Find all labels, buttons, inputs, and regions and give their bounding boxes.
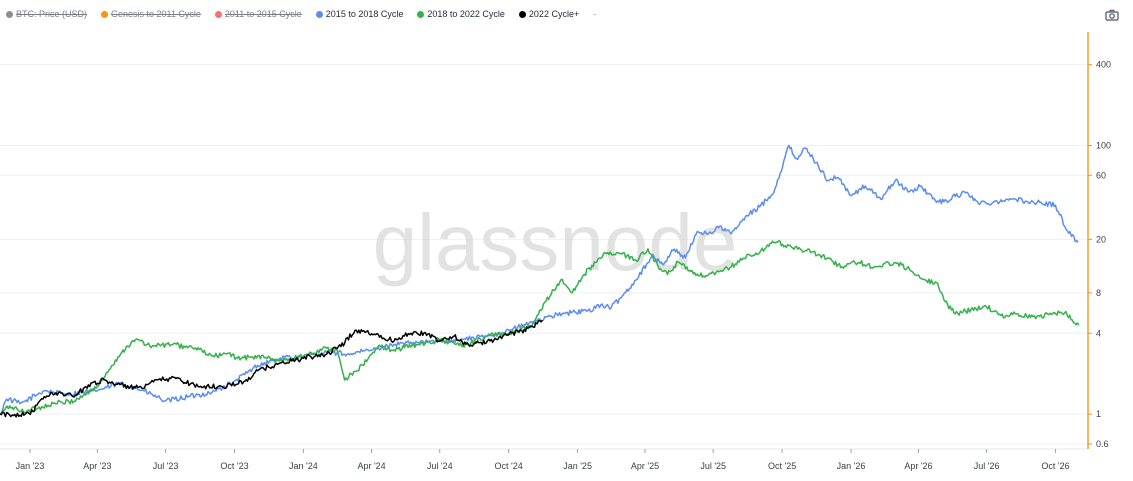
x-axis: Jan '23 Apr '23 Jul '23 Oct '23 Jan '24 Apr '… bbox=[0, 448, 1087, 471]
legend-label: 2018 to 2022 Cycle bbox=[427, 9, 505, 19]
legend-item-2018-to-2022[interactable]: 2018 to 2022 Cycle bbox=[417, 9, 505, 19]
legend-dot bbox=[214, 10, 222, 18]
legend-item-btc-price[interactable]: BTC: Price (USD) bbox=[6, 9, 87, 19]
legend-dot bbox=[518, 10, 526, 18]
x-tick-label: Apr '25 bbox=[631, 461, 659, 471]
y-axis: 0.6 1 4 8 20 60 100 400 bbox=[1087, 32, 1111, 449]
legend-dot bbox=[6, 10, 13, 18]
x-tick-label: Jan '24 bbox=[289, 461, 318, 471]
x-tick-label: Apr '23 bbox=[83, 461, 111, 471]
chart-series bbox=[0, 144, 1080, 418]
series-line-2022-cycle bbox=[0, 319, 543, 418]
legend-more-toggle[interactable]: - bbox=[593, 9, 597, 19]
x-tick-label: Jan '26 bbox=[837, 461, 866, 471]
legend-label: 2011 to 2015 Cycle bbox=[224, 9, 302, 19]
x-tick-label: Jan '23 bbox=[16, 461, 45, 471]
chart-grid bbox=[0, 64, 1087, 445]
legend-label: 2022 Cycle+ bbox=[528, 9, 580, 19]
x-tick-label: Jul '23 bbox=[153, 461, 179, 471]
y-tick-label: 0.6 bbox=[1096, 439, 1109, 449]
x-tick-label: Jul '24 bbox=[427, 461, 453, 471]
legend-dot bbox=[101, 10, 109, 18]
x-tick-label: Oct '23 bbox=[220, 461, 248, 471]
x-tick-label: Apr '26 bbox=[904, 461, 932, 471]
legend-dot bbox=[315, 10, 323, 18]
legend-item-2015-to-2018[interactable]: 2015 to 2018 Cycle bbox=[315, 9, 404, 19]
x-tick-label: Apr '24 bbox=[357, 461, 385, 471]
legend-label: Genesis to 2011 Cycle bbox=[111, 9, 201, 19]
x-tick-label: Jan '25 bbox=[563, 461, 592, 471]
legend-label: 2015 to 2018 Cycle bbox=[325, 9, 404, 19]
watermark: glassnode bbox=[373, 198, 738, 287]
x-tick-label: Jul '25 bbox=[700, 461, 726, 471]
x-tick-label: Jul '26 bbox=[974, 461, 1000, 471]
x-tick-label: Oct '26 bbox=[1041, 461, 1069, 471]
legend-dot bbox=[417, 10, 425, 18]
legend-item-genesis-to-2011[interactable]: Genesis to 2011 Cycle bbox=[101, 9, 201, 19]
chart-legend: BTC: Price (USD) Genesis to 2011 Cycle 2… bbox=[6, 6, 596, 22]
legend-item-2011-to-2015[interactable]: 2011 to 2015 Cycle bbox=[214, 9, 302, 19]
y-tick-label: 60 bbox=[1096, 170, 1106, 180]
legend-label: BTC: Price (USD) bbox=[16, 9, 88, 19]
y-tick-label: 100 bbox=[1096, 141, 1111, 151]
y-tick-label: 20 bbox=[1096, 234, 1106, 244]
x-tick-label: Oct '25 bbox=[768, 461, 796, 471]
y-tick-label: 1 bbox=[1096, 409, 1101, 419]
y-tick-label: 4 bbox=[1096, 328, 1101, 338]
series-line-2018-to-2022-cycle bbox=[0, 240, 1080, 415]
y-tick-label: 8 bbox=[1096, 288, 1101, 298]
legend-item-2022-cycle[interactable]: 2022 Cycle+ bbox=[518, 9, 580, 19]
x-tick-label: Oct '24 bbox=[495, 461, 523, 471]
y-tick-label: 400 bbox=[1096, 60, 1111, 70]
camera-icon[interactable] bbox=[1105, 9, 1119, 21]
